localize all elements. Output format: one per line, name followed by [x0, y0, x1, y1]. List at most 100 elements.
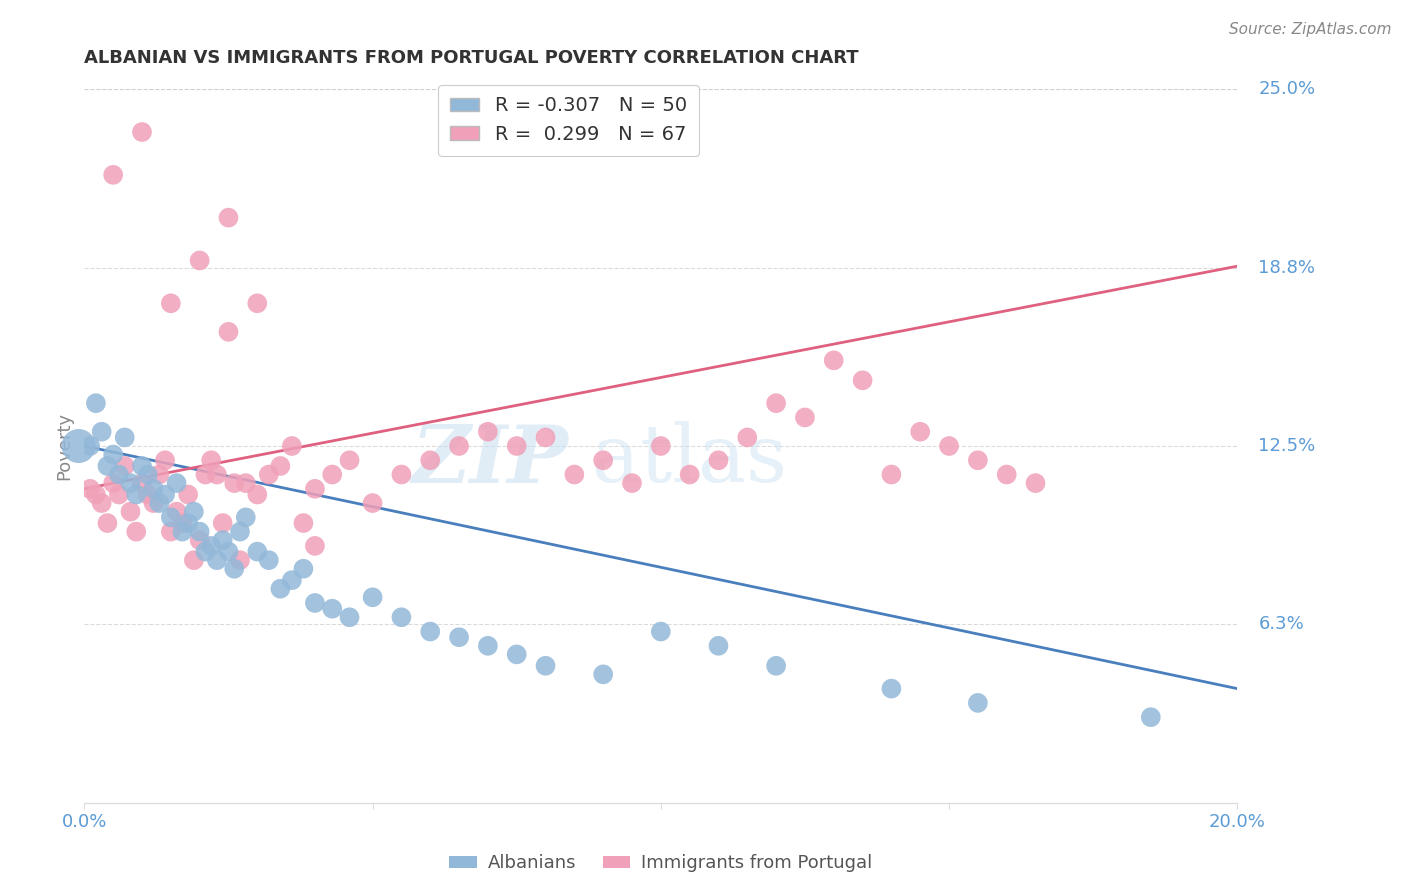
- Point: [269, 582, 291, 596]
- Point: [339, 453, 361, 467]
- Point: [84, 396, 107, 410]
- Text: 18.8%: 18.8%: [1258, 259, 1316, 277]
- Point: [90, 496, 112, 510]
- Point: [125, 524, 148, 539]
- Point: [246, 487, 269, 501]
- Point: [200, 539, 222, 553]
- Point: [217, 211, 239, 225]
- Point: [419, 453, 441, 467]
- Point: [621, 476, 644, 491]
- Point: [880, 681, 903, 696]
- Point: [205, 553, 228, 567]
- Point: [142, 496, 165, 510]
- Point: [188, 524, 211, 539]
- Point: [1139, 710, 1161, 724]
- Point: [96, 516, 118, 530]
- Point: [136, 487, 159, 501]
- Point: [120, 505, 142, 519]
- Point: [177, 516, 200, 530]
- Point: [120, 476, 142, 491]
- Point: [534, 430, 557, 444]
- Point: [153, 453, 176, 467]
- Text: atlas: atlas: [592, 421, 787, 500]
- Point: [224, 476, 246, 491]
- Point: [166, 505, 188, 519]
- Point: [321, 601, 343, 615]
- Point: [229, 553, 252, 567]
- Point: [125, 487, 148, 501]
- Point: [361, 496, 384, 510]
- Point: [880, 467, 903, 482]
- Point: [967, 696, 990, 710]
- Point: [678, 467, 700, 482]
- Point: [339, 610, 361, 624]
- Point: [153, 487, 176, 501]
- Point: [136, 467, 159, 482]
- Point: [765, 658, 787, 673]
- Point: [224, 562, 246, 576]
- Text: 25.0%: 25.0%: [1258, 80, 1316, 98]
- Point: [166, 476, 188, 491]
- Point: [246, 544, 269, 558]
- Point: [103, 476, 124, 491]
- Point: [200, 453, 222, 467]
- Point: [257, 467, 280, 482]
- Point: [194, 467, 217, 482]
- Point: [823, 353, 845, 368]
- Point: [96, 458, 118, 473]
- Point: [447, 630, 470, 644]
- Point: [1024, 476, 1046, 491]
- Point: [160, 296, 183, 310]
- Point: [79, 482, 101, 496]
- Point: [114, 458, 136, 473]
- Point: [477, 425, 499, 439]
- Point: [281, 573, 304, 587]
- Point: [172, 524, 194, 539]
- Point: [391, 610, 413, 624]
- Point: [211, 516, 233, 530]
- Point: [103, 168, 124, 182]
- Point: [183, 553, 205, 567]
- Point: [188, 533, 211, 548]
- Point: [419, 624, 441, 639]
- Point: [852, 373, 875, 387]
- Point: [304, 596, 326, 610]
- Point: [205, 467, 228, 482]
- Point: [108, 487, 131, 501]
- Point: [269, 458, 291, 473]
- Point: [967, 453, 990, 467]
- Point: [281, 439, 304, 453]
- Point: [103, 448, 124, 462]
- Point: [79, 439, 101, 453]
- Point: [506, 439, 529, 453]
- Point: [67, 439, 90, 453]
- Text: 6.3%: 6.3%: [1258, 615, 1305, 633]
- Point: [246, 296, 269, 310]
- Legend: Albanians, Immigrants from Portugal: Albanians, Immigrants from Portugal: [443, 847, 879, 880]
- Point: [211, 533, 233, 548]
- Point: [160, 510, 183, 524]
- Point: [292, 562, 315, 576]
- Y-axis label: Poverty: Poverty: [55, 412, 73, 480]
- Point: [131, 476, 153, 491]
- Point: [477, 639, 499, 653]
- Point: [217, 544, 239, 558]
- Point: [235, 510, 257, 524]
- Point: [148, 496, 170, 510]
- Point: [592, 453, 614, 467]
- Point: [304, 482, 326, 496]
- Point: [562, 467, 586, 482]
- Point: [148, 467, 170, 482]
- Point: [131, 458, 153, 473]
- Point: [908, 425, 931, 439]
- Point: [765, 396, 787, 410]
- Point: [707, 453, 730, 467]
- Point: [995, 467, 1018, 482]
- Point: [938, 439, 960, 453]
- Text: Source: ZipAtlas.com: Source: ZipAtlas.com: [1229, 22, 1392, 37]
- Point: [108, 467, 131, 482]
- Point: [534, 658, 557, 673]
- Point: [229, 524, 252, 539]
- Text: 12.5%: 12.5%: [1258, 437, 1316, 455]
- Point: [391, 467, 413, 482]
